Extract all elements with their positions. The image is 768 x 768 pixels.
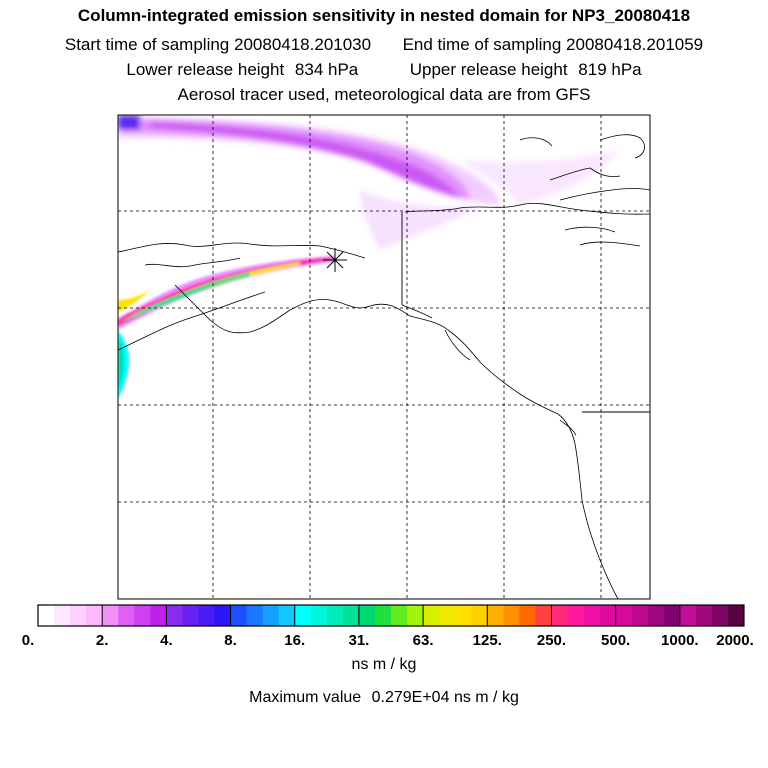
colorbar-cell — [567, 605, 585, 626]
colorbar-cell — [230, 605, 248, 626]
colorbar-cell — [519, 605, 536, 626]
colorbar-cell — [102, 605, 119, 626]
colorbar-cell — [471, 605, 488, 626]
colorbar-cell — [663, 605, 681, 626]
colorbar-cell — [615, 605, 633, 626]
map-border — [117, 114, 651, 600]
colorbar-cell — [679, 605, 697, 626]
colorbar-cell — [647, 605, 665, 626]
lower-value: 834 hPa — [294, 60, 359, 79]
colorbar-tick-label: 4. — [160, 632, 173, 649]
colorbar-frame — [37, 604, 745, 627]
colorbar-cell — [38, 605, 55, 626]
borders — [401, 212, 650, 413]
release-point-marker — [323, 248, 347, 272]
maximum-value: Maximum value 0.279E+04 ns m / kg — [0, 689, 768, 707]
colorbar-cell — [262, 605, 280, 626]
upper-label: Upper release height — [409, 60, 568, 79]
colorbar-cell — [551, 605, 568, 626]
colorbar-tick-label: 500. — [601, 632, 631, 649]
colorbar-cell — [391, 605, 408, 626]
colorbar-cell — [86, 605, 103, 626]
colorbar-tick-label: 2. — [95, 632, 109, 649]
colorbar-dividers — [101, 605, 681, 626]
colorbar-cell — [150, 605, 167, 626]
maximum-label: Maximum value — [249, 689, 362, 706]
lower-label: Lower release height — [126, 60, 285, 79]
colorbar-cells — [38, 605, 745, 626]
colorbar-cell — [182, 605, 199, 626]
colorbar-cell — [342, 605, 360, 626]
colorbar-cell — [631, 605, 649, 626]
end-label: End time of sampling — [402, 35, 562, 54]
colorbar-cell — [599, 605, 617, 626]
colorbar-tick-label: 125. — [472, 632, 502, 649]
lat-lon-grid — [118, 115, 650, 599]
colorbar-cell — [198, 605, 215, 626]
colorbar-cell — [583, 605, 601, 626]
colorbar-tick-label: 31. — [348, 632, 370, 649]
colorbar-cell — [278, 605, 296, 626]
tracer-note: Aerosol tracer used, meteorological data… — [177, 85, 591, 104]
colorbar-cell — [118, 605, 135, 626]
colorbar-cell — [70, 605, 87, 626]
start-label: Start time of sampling — [64, 35, 230, 54]
colorbar-cell — [535, 605, 552, 626]
colorbar-tick-label: 1000. — [661, 632, 699, 649]
colorbar-tick-label: 63. — [412, 632, 434, 649]
figure-title: Column-integrated emission sensitivity i… — [77, 6, 691, 25]
colorbar-tick-label: 16. — [284, 632, 306, 649]
colorbar-tick-label: 2000. — [716, 632, 754, 649]
colorbar-cell — [711, 605, 729, 626]
colorbar-cell — [407, 605, 424, 626]
release-heights: Lower release height 834 hPa Upper relea… — [0, 60, 768, 80]
colorbar-cell — [214, 605, 232, 626]
coastlines — [118, 134, 650, 599]
colorbar-tick-label: 0. — [21, 632, 35, 649]
colorbar-cell — [310, 605, 328, 626]
colorbar-tick-label: 8. — [224, 632, 237, 649]
colorbar-cell — [503, 605, 520, 626]
upper-plume — [118, 115, 620, 250]
colorbar-cell — [246, 605, 264, 626]
maximum-units: ns m / kg — [453, 689, 519, 706]
colorbar-cell — [374, 605, 392, 626]
colorbar-cell — [294, 605, 312, 626]
colorbar-cell — [54, 605, 71, 626]
end-value: 20080418.201059 — [566, 35, 704, 54]
sampling-times: Start time of sampling 20080418.201030 E… — [0, 35, 768, 55]
colorbar-cell — [487, 605, 504, 626]
colorbar-cell — [423, 605, 440, 626]
lower-plume — [118, 256, 335, 400]
colorbar-tick-label: 250. — [536, 632, 567, 649]
upper-value: 819 hPa — [578, 60, 642, 79]
colorbar-cell — [695, 605, 713, 626]
colorbar-cell — [727, 605, 745, 626]
colorbar-cell — [439, 605, 456, 626]
colorbar-cell — [358, 605, 376, 626]
colorbar-cell — [455, 605, 472, 626]
start-value: 20080418.201030 — [234, 35, 372, 54]
colorbar-cell — [166, 605, 183, 626]
colorbar-cell — [134, 605, 151, 626]
maximum-number: 0.279E+04 — [371, 689, 450, 706]
colorbar-units: ns m / kg — [351, 656, 417, 673]
colorbar-cell — [326, 605, 344, 626]
